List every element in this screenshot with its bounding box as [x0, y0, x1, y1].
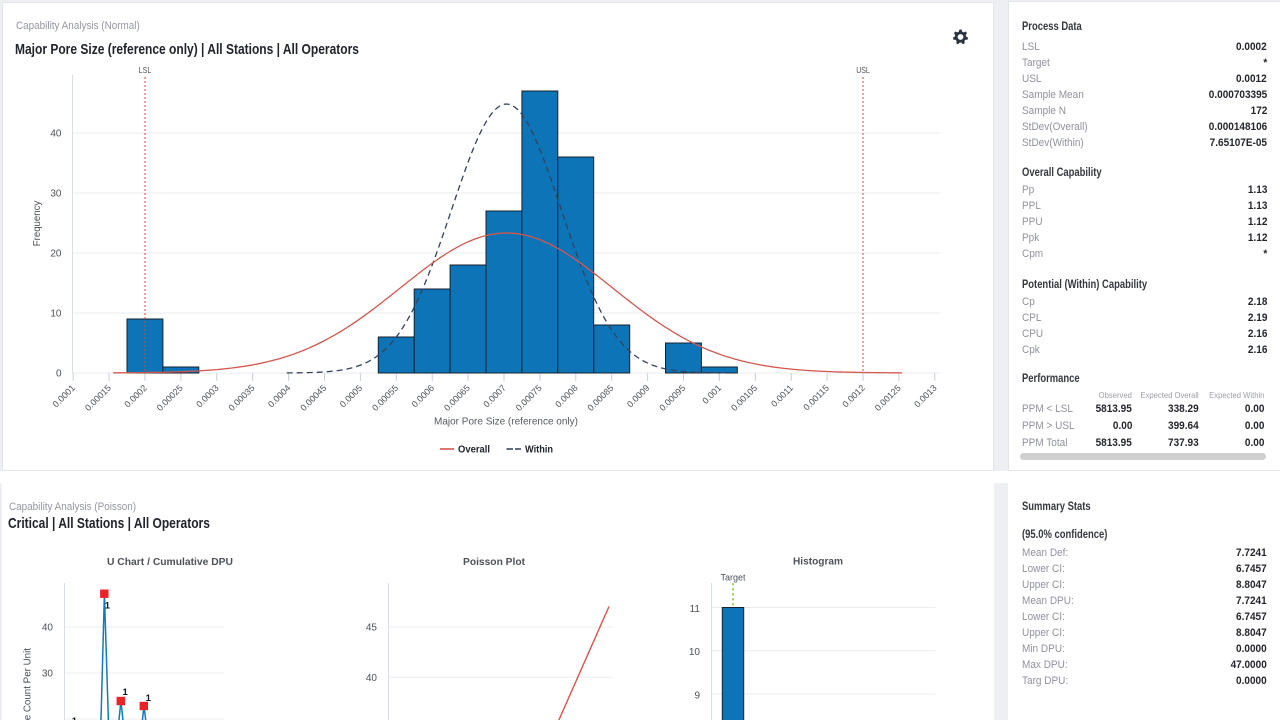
- svg-text:45: 45: [366, 623, 378, 634]
- svg-text:0.0002: 0.0002: [122, 383, 149, 410]
- svg-text:0.00075: 0.00075: [514, 383, 544, 413]
- svg-text:0.0013: 0.0013: [912, 383, 939, 410]
- svg-text:30: 30: [50, 189, 62, 200]
- svg-text:0.00055: 0.00055: [370, 383, 400, 413]
- svg-text:0.00045: 0.00045: [298, 383, 328, 413]
- svg-text:0.0003: 0.0003: [194, 383, 221, 410]
- svg-text:10: 10: [689, 647, 701, 658]
- svg-text:LSL: LSL: [139, 65, 152, 75]
- svg-text:Sample Count Per Unit: Sample Count Per Unit: [23, 648, 34, 720]
- svg-text:0.0001: 0.0001: [51, 383, 78, 410]
- svg-text:0.0008: 0.0008: [553, 383, 580, 410]
- svg-text:40: 40: [50, 129, 62, 140]
- svg-text:0.00115: 0.00115: [801, 383, 831, 413]
- svg-text:0.00015: 0.00015: [83, 383, 113, 413]
- svg-text:Major Pore Size (reference onl: Major Pore Size (reference only): [434, 416, 578, 428]
- svg-text:Poisson Plot: Poisson Plot: [463, 556, 525, 568]
- svg-text:0.00105: 0.00105: [729, 383, 759, 413]
- svg-text:1: 1: [123, 687, 129, 698]
- svg-text:0.0012: 0.0012: [840, 383, 867, 410]
- svg-text:Histogram: Histogram: [793, 556, 843, 568]
- svg-text:9: 9: [694, 690, 700, 701]
- svg-text:0.0005: 0.0005: [338, 383, 365, 410]
- svg-text:11: 11: [690, 604, 701, 615]
- svg-text:40: 40: [42, 623, 54, 634]
- svg-text:40: 40: [366, 673, 378, 684]
- svg-text:Overall: Overall: [458, 444, 490, 456]
- svg-text:Frequency: Frequency: [32, 201, 43, 247]
- svg-text:0.00035: 0.00035: [227, 383, 257, 413]
- svg-text:0.0004: 0.0004: [266, 383, 293, 410]
- svg-text:0.0009: 0.0009: [625, 383, 652, 410]
- svg-text:1: 1: [105, 601, 111, 612]
- svg-text:0.00065: 0.00065: [442, 383, 472, 413]
- svg-text:Target: Target: [720, 573, 746, 583]
- svg-text:Within: Within: [525, 444, 553, 456]
- svg-text:0: 0: [56, 369, 62, 380]
- svg-text:USL: USL: [856, 65, 870, 75]
- svg-text:0.001: 0.001: [700, 383, 723, 406]
- svg-text:1: 1: [146, 693, 152, 704]
- svg-text:10: 10: [50, 309, 62, 320]
- svg-text:0.00025: 0.00025: [155, 383, 185, 413]
- svg-text:1: 1: [72, 716, 78, 720]
- svg-text:0.00085: 0.00085: [586, 383, 616, 413]
- svg-text:0.0007: 0.0007: [481, 383, 508, 410]
- svg-text:0.0006: 0.0006: [410, 383, 437, 410]
- svg-text:30: 30: [42, 669, 54, 680]
- svg-text:20: 20: [50, 249, 62, 260]
- svg-text:0.0011: 0.0011: [769, 383, 795, 409]
- svg-text:0.00125: 0.00125: [873, 383, 903, 413]
- svg-text:0.00095: 0.00095: [657, 383, 687, 413]
- svg-text:U Chart / Cumulative DPU: U Chart / Cumulative DPU: [107, 556, 233, 568]
